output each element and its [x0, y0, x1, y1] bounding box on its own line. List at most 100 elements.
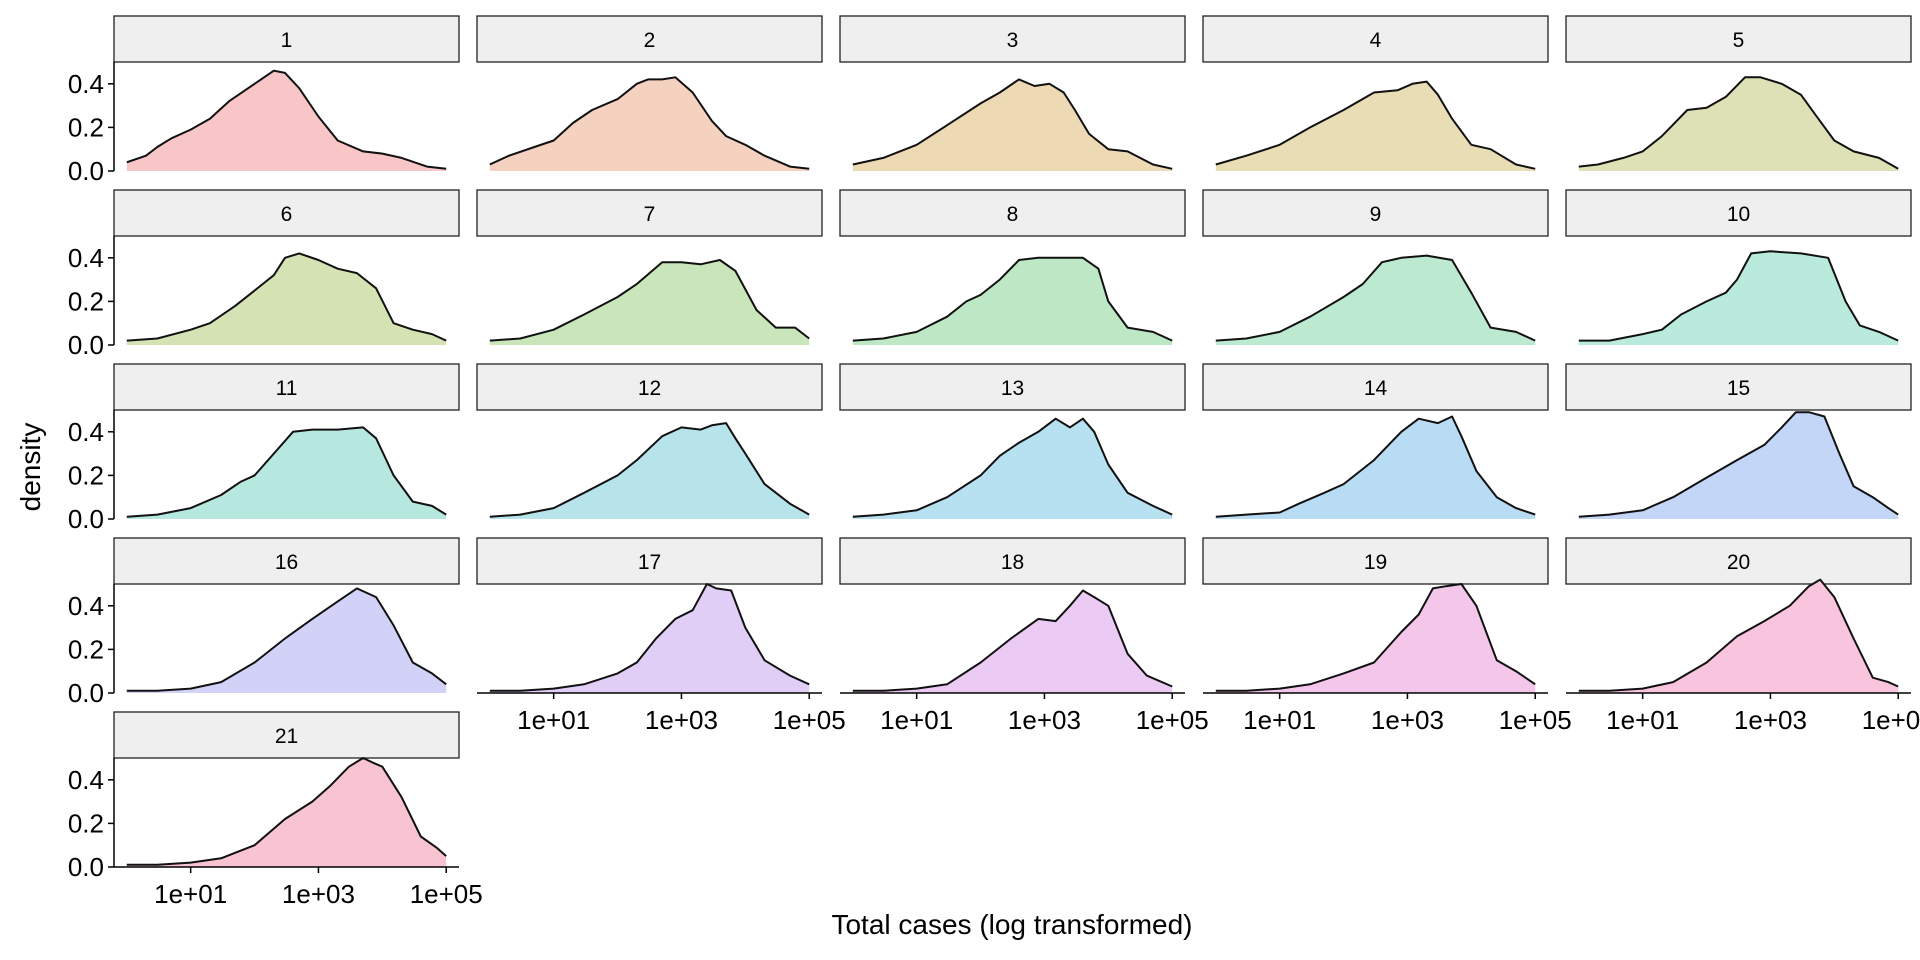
- density-line: [1578, 76, 1899, 170]
- facet-panel-15: 15: [1565, 363, 1912, 519]
- density-area: [1578, 77, 1899, 171]
- y-tick-label: 0.2: [68, 808, 104, 838]
- y-tick-label: 0.0: [68, 156, 104, 186]
- facet-strip-label: 12: [638, 377, 661, 400]
- facet-strip-label: 9: [1370, 203, 1382, 226]
- facet-panels: 1 0.0 0.2 0.4 2 3 4 5 6 0.0 0.2 0.4 7 8 9 10 11 0.0 0.2 0.4…: [68, 15, 1920, 909]
- facet-panel-20: 20 1e+01 1e+03 1e+05: [1565, 537, 1920, 735]
- y-axis-title: density: [15, 423, 46, 512]
- facet-panel-12: 12: [476, 363, 823, 519]
- x-tick-label: 1e+05: [1136, 705, 1209, 735]
- density-line: [1215, 415, 1536, 518]
- density-line: [126, 757, 447, 866]
- facet-strip: [476, 189, 823, 237]
- facet-strip: [113, 189, 460, 237]
- x-tick-label: 1e+05: [773, 705, 846, 735]
- facet-strip: [839, 15, 1186, 63]
- density-line: [1578, 578, 1899, 692]
- density-line: [489, 583, 810, 692]
- density-area: [126, 758, 447, 867]
- facet-panel-10: 10: [1565, 189, 1912, 345]
- y-tick-label: 0.0: [68, 678, 104, 708]
- y-tick-label: 0.2: [68, 286, 104, 316]
- facet-strip: [839, 363, 1186, 411]
- x-tick-label: 1e+05: [410, 879, 483, 909]
- facet-panel-6: 6 0.0 0.2 0.4: [68, 189, 460, 360]
- density-line: [489, 422, 810, 518]
- facet-panel-4: 4: [1202, 15, 1549, 171]
- density-area: [1578, 251, 1899, 345]
- facet-panel-2: 2: [476, 15, 823, 171]
- facet-strip-label: 19: [1364, 551, 1387, 574]
- density-area: [1215, 584, 1536, 693]
- facet-strip: [1202, 537, 1549, 585]
- y-tick-label: 0.2: [68, 460, 104, 490]
- x-tick-label: 1e+01: [154, 879, 227, 909]
- facet-panel-9: 9: [1202, 189, 1549, 345]
- facet-panel-17: 17 1e+01 1e+03 1e+05: [476, 537, 846, 735]
- facet-strip-label: 20: [1727, 551, 1750, 574]
- facet-strip-label: 15: [1727, 377, 1750, 400]
- density-area: [126, 427, 447, 519]
- density-line: [1215, 583, 1536, 692]
- y-tick-label: 0.4: [68, 765, 104, 795]
- density-area: [126, 70, 447, 171]
- density-area: [852, 590, 1173, 693]
- facet-strip: [1565, 15, 1912, 63]
- facet-strip-label: 6: [281, 203, 293, 226]
- facet-strip: [1565, 189, 1912, 237]
- y-tick-label: 0.0: [68, 504, 104, 534]
- density-area: [1578, 412, 1899, 519]
- density-area: [489, 423, 810, 519]
- density-area: [852, 418, 1173, 519]
- x-tick-label: 1e+01: [880, 705, 953, 735]
- facet-strip: [1565, 363, 1912, 411]
- x-tick-label: 1e+01: [1606, 705, 1679, 735]
- facet-strip-label: 10: [1727, 203, 1750, 226]
- density-area: [1215, 255, 1536, 345]
- facet-strip: [1202, 15, 1549, 63]
- facet-strip: [1202, 363, 1549, 411]
- density-line: [489, 76, 810, 170]
- facet-panel-7: 7: [476, 189, 823, 345]
- facet-strip: [113, 363, 460, 411]
- facet-panel-14: 14: [1202, 363, 1549, 519]
- density-area: [126, 588, 447, 693]
- facet-strip: [1202, 189, 1549, 237]
- y-tick-label: 0.4: [68, 69, 104, 99]
- facet-strip-label: 5: [1733, 29, 1745, 52]
- density-area: [852, 257, 1173, 345]
- x-tick-label: 1e+05: [1499, 705, 1572, 735]
- facet-strip: [113, 537, 460, 585]
- density-area: [489, 260, 810, 345]
- x-tick-label: 1e+03: [1008, 705, 1081, 735]
- density-area: [1215, 81, 1536, 171]
- x-tick-label: 1e+03: [282, 879, 355, 909]
- x-tick-label: 1e+01: [1243, 705, 1316, 735]
- facet-panel-13: 13: [839, 363, 1186, 519]
- y-tick-label: 0.4: [68, 591, 104, 621]
- x-tick-label: 1e+03: [1371, 705, 1444, 735]
- facet-panel-16: 16 0.0 0.2 0.4: [68, 537, 460, 708]
- facet-panel-21: 21 0.0 0.2 0.4 1e+01 1e+03 1e+05: [68, 711, 483, 909]
- facet-strip-label: 4: [1370, 29, 1382, 52]
- density-area: [126, 253, 447, 345]
- density-line: [126, 252, 447, 342]
- facet-strip-label: 21: [275, 725, 298, 748]
- density-line: [489, 259, 810, 342]
- facet-panel-8: 8: [839, 189, 1186, 345]
- density-area: [1215, 416, 1536, 519]
- facet-strip-label: 3: [1007, 29, 1019, 52]
- density-line: [852, 589, 1173, 692]
- facet-strip: [476, 363, 823, 411]
- y-tick-label: 0.4: [68, 417, 104, 447]
- density-area: [852, 79, 1173, 171]
- facet-panel-1: 1 0.0 0.2 0.4: [68, 15, 460, 186]
- facet-strip-label: 8: [1007, 203, 1019, 226]
- y-tick-label: 0.0: [68, 330, 104, 360]
- density-line: [126, 426, 447, 518]
- facet-strip: [476, 15, 823, 63]
- facet-strip-label: 11: [276, 377, 298, 400]
- x-axis-title: Total cases (log transformed): [831, 909, 1192, 940]
- facet-strip: [113, 15, 460, 63]
